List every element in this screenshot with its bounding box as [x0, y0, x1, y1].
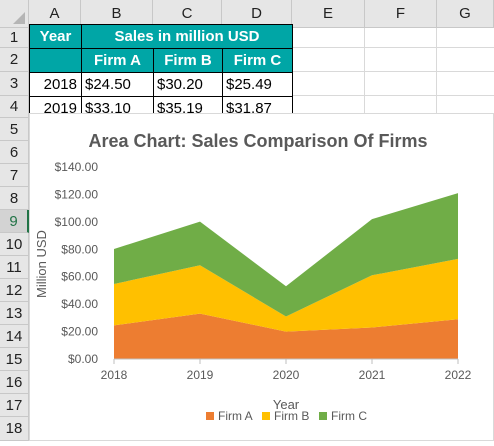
cell-b2-firm-a-header[interactable]: Firm A	[81, 48, 154, 73]
x-axis-ticks: 2018 2019 2020 2021 2022	[101, 359, 472, 382]
x-tick-label: 2019	[187, 368, 214, 382]
cell-b1-sales-header[interactable]: Sales in million USD	[81, 24, 293, 49]
cell-b3-value[interactable]: $24.50	[81, 72, 154, 97]
y-tick-label: $60.00	[61, 270, 98, 284]
row-header-4[interactable]: 4	[0, 96, 29, 118]
column-header-e[interactable]: E	[292, 0, 365, 28]
x-axis-title: Year	[273, 397, 300, 412]
y-tick-label: $0.00	[68, 352, 98, 366]
chart-legend: Firm A Firm B Firm C	[206, 409, 367, 423]
row-header-18[interactable]: 18	[0, 417, 29, 441]
legend-swatch-firm-c	[319, 412, 327, 420]
column-header-b[interactable]: B	[81, 0, 153, 28]
cell-c3-value[interactable]: $30.20	[153, 72, 223, 97]
y-tick-label: $80.00	[61, 242, 98, 256]
row-header-15[interactable]: 15	[0, 348, 29, 371]
row-header-10[interactable]: 10	[0, 233, 29, 256]
area-series-firm-c[interactable]	[114, 193, 458, 317]
row-header-5[interactable]: 5	[0, 118, 29, 141]
area-chart[interactable]: Area Chart: Sales Comparison Of Firms Mi…	[29, 113, 494, 441]
row-header-8[interactable]: 8	[0, 187, 29, 210]
legend-swatch-firm-b	[262, 412, 270, 420]
y-axis-title: Million USD	[34, 230, 49, 298]
cell-d2-firm-c-header[interactable]: Firm C	[222, 48, 293, 73]
row-header-3[interactable]: 3	[0, 72, 29, 96]
legend-swatch-firm-a	[206, 412, 214, 420]
row-header-13[interactable]: 13	[0, 302, 29, 325]
y-tick-label: $40.00	[61, 297, 98, 311]
select-all-triangle-icon	[13, 12, 25, 24]
area-series-firm-a[interactable]	[114, 313, 458, 359]
y-tick-label: $140.00	[55, 160, 99, 174]
row-header-9[interactable]: 9	[0, 210, 29, 233]
y-tick-label: $120.00	[55, 187, 99, 201]
chart-title: Area Chart: Sales Comparison Of Firms	[88, 131, 427, 151]
x-tick-label: 2018	[101, 368, 128, 382]
column-header-d[interactable]: D	[222, 0, 292, 28]
row-header-14[interactable]: 14	[0, 325, 29, 348]
x-tick-label: 2020	[273, 368, 300, 382]
area-chart-svg: Area Chart: Sales Comparison Of Firms Mi…	[34, 131, 472, 423]
column-header-a[interactable]: A	[29, 0, 81, 28]
row-header-7[interactable]: 7	[0, 164, 29, 187]
x-tick-label: 2022	[445, 368, 472, 382]
cell-a3-year[interactable]: 2018	[29, 72, 82, 97]
cell-a1-year-header[interactable]: Year	[29, 24, 82, 49]
row-header-12[interactable]: 12	[0, 279, 29, 302]
cell-c2-firm-b-header[interactable]: Firm B	[153, 48, 223, 73]
legend-label: Firm A	[218, 409, 253, 423]
x-tick-label: 2021	[359, 368, 386, 382]
column-header-c[interactable]: C	[153, 0, 222, 28]
y-axis-ticks: $0.00 $20.00 $40.00 $60.00 $80.00 $100.00 $120…	[55, 160, 99, 366]
area-series-group	[114, 193, 458, 360]
row-header-17[interactable]: 17	[0, 394, 29, 417]
row-header-11[interactable]: 11	[0, 256, 29, 279]
row-header-6[interactable]: 6	[0, 141, 29, 164]
legend-label: Firm C	[331, 409, 367, 423]
row-header-16[interactable]: 16	[0, 371, 29, 394]
cell-d3-value[interactable]: $25.49	[222, 72, 293, 97]
column-header-g[interactable]: G	[437, 0, 494, 28]
select-all-button[interactable]	[0, 0, 29, 28]
y-tick-label: $20.00	[61, 325, 98, 339]
row-header-2[interactable]: 2	[0, 48, 29, 72]
row-header-1[interactable]: 1	[0, 28, 29, 48]
cell-a2[interactable]	[29, 48, 82, 73]
legend-label: Firm B	[274, 409, 309, 423]
column-header-f[interactable]: F	[365, 0, 437, 28]
y-tick-label: $100.00	[55, 215, 99, 229]
area-series-firm-b[interactable]	[114, 258, 458, 332]
